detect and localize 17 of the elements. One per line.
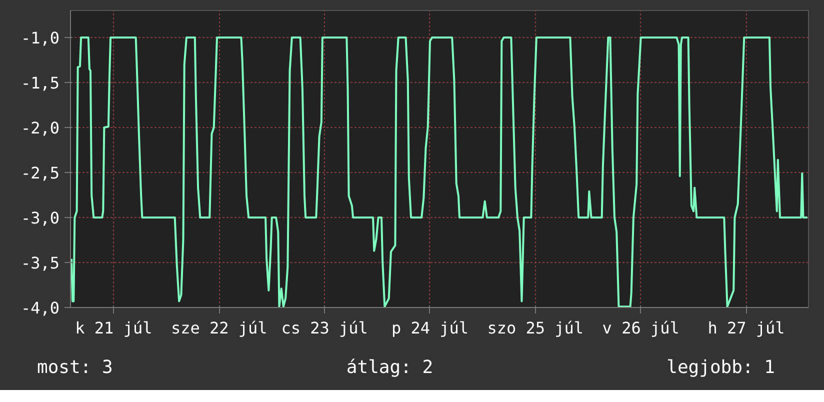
- text: most: 3: [37, 356, 113, 380]
- x-tick-label: sze 22 júl: [170, 318, 268, 338]
- x-tick-label: cs 23 júl: [281, 318, 368, 338]
- x-tick-label: h 27 júl: [708, 318, 785, 338]
- x-tick-label: v 26 júl: [602, 318, 680, 338]
- y-tick-label: -3,0: [20, 208, 60, 228]
- text: átlag: 2: [346, 356, 434, 380]
- y-tick-label: -1,0: [20, 28, 60, 48]
- x-tick-label: p 24 júl: [391, 318, 469, 338]
- y-tick-label: -4,0: [20, 298, 60, 318]
- y-tick-label: -2,5: [20, 164, 60, 182]
- text: legjobb: 1: [666, 356, 775, 380]
- x-tick-label: szo 25 júl: [487, 318, 584, 338]
- y-tick-label: -1,5: [20, 74, 60, 92]
- x-tick-label: k 21 júl: [75, 318, 152, 338]
- y-tick-label: -2,0: [20, 118, 60, 138]
- y-tick-label: -3,5: [20, 254, 60, 272]
